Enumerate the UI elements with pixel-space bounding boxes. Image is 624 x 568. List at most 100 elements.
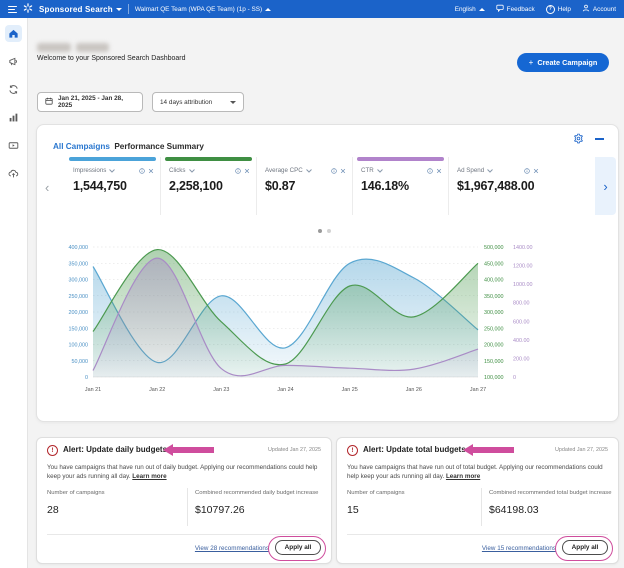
chevron-down-icon[interactable]	[188, 168, 195, 173]
metric-tile-impressions: Impressions 1,544,750	[65, 157, 161, 215]
sidebar-item-reports[interactable]	[5, 109, 22, 126]
carousel-dot-active[interactable]	[318, 229, 322, 233]
info-icon[interactable]	[427, 167, 433, 174]
stat-label: Combined recommended daily budget increa…	[195, 490, 319, 496]
chevron-down-icon[interactable]	[109, 168, 116, 173]
attribution-value: 14 days attribution	[160, 98, 213, 106]
chevron-down-icon	[115, 7, 122, 11]
divider	[481, 488, 482, 526]
account-selector[interactable]: Walmart QE Team (WPA QE Team) (1p - SS)	[135, 6, 272, 13]
svg-text:300,000: 300,000	[69, 278, 89, 284]
svg-text:150,000: 150,000	[69, 326, 89, 332]
stat-value: 28	[47, 504, 59, 516]
stat-label: Combined recommended total budget increa…	[489, 490, 612, 496]
welcome-subtitle: Welcome to your Sponsored Search Dashboa…	[37, 55, 186, 62]
feedback-icon	[496, 4, 504, 14]
account-label: Account	[592, 5, 616, 13]
svg-text:450,000: 450,000	[484, 261, 504, 267]
info-icon[interactable]	[139, 167, 145, 174]
svg-text:Jan 26: Jan 26	[406, 387, 422, 393]
close-icon[interactable]	[533, 168, 539, 174]
menu-icon[interactable]	[8, 5, 17, 13]
metric-value: $0.87	[265, 179, 296, 193]
divider	[127, 4, 129, 14]
help-icon: ?	[545, 4, 555, 14]
tile-accent-bar	[165, 157, 252, 161]
sidebar-item-sync[interactable]	[5, 81, 22, 98]
metric-label: Average CPC	[265, 167, 303, 174]
sidebar-item-media[interactable]	[5, 137, 22, 154]
collapse-minus-icon[interactable]	[595, 138, 604, 140]
alert-body: You have campaigns that have run out of …	[47, 463, 323, 481]
svg-text:1400.00: 1400.00	[513, 245, 533, 251]
close-icon[interactable]	[436, 168, 442, 174]
settings-gear-icon[interactable]	[573, 133, 584, 147]
create-campaign-button[interactable]: + Create Campaign	[517, 53, 609, 72]
svg-text:800.00: 800.00	[513, 301, 530, 307]
info-icon[interactable]	[331, 167, 337, 174]
chevron-down-icon[interactable]	[487, 168, 494, 173]
close-icon[interactable]	[148, 168, 154, 174]
metric-label: Ad Spend	[457, 167, 485, 174]
chevron-down-icon[interactable]	[305, 168, 312, 173]
walmart-spark-icon	[23, 3, 33, 15]
info-icon[interactable]	[524, 167, 530, 174]
close-icon[interactable]	[340, 168, 346, 174]
svg-text:Jan 22: Jan 22	[149, 387, 165, 393]
svg-text:50,000: 50,000	[72, 359, 89, 365]
language-selector[interactable]: English	[455, 6, 485, 13]
divider	[187, 488, 188, 526]
stat-value: $64198.03	[489, 504, 539, 516]
greeting-redacted	[37, 43, 71, 52]
metric-label: CTR	[361, 167, 374, 174]
svg-text:100,000: 100,000	[69, 343, 89, 349]
sidebar-item-home[interactable]	[5, 25, 22, 42]
help-button[interactable]: ? Help	[545, 4, 571, 14]
home-icon	[9, 29, 18, 38]
attribution-dropdown[interactable]: 14 days attribution	[152, 92, 244, 112]
apply-all-button[interactable]: Apply all	[562, 540, 608, 555]
apply-all-button[interactable]: Apply all	[275, 540, 321, 555]
left-sidebar	[0, 18, 28, 568]
alert-updated: Updated Jan 27, 2025	[267, 447, 321, 453]
carousel-left-chevron[interactable]: ‹	[45, 180, 50, 195]
svg-text:Jan 27: Jan 27	[470, 387, 486, 393]
stat-value: 15	[347, 504, 359, 516]
sidebar-item-campaigns[interactable]	[5, 53, 22, 70]
calendar-icon	[45, 97, 53, 107]
carousel-dot[interactable]	[327, 229, 331, 233]
view-recommendations-link[interactable]: View 28 recommendations	[194, 545, 269, 552]
feedback-button[interactable]: Feedback	[496, 4, 535, 14]
help-label: Help	[557, 5, 571, 13]
alert-card-daily-budgets: ! Alert: Update daily budgets Updated Ja…	[36, 437, 332, 564]
feedback-label: Feedback	[506, 5, 535, 13]
alert-updated: Updated Jan 27, 2025	[554, 447, 608, 453]
metric-value: 2,258,100	[169, 179, 223, 193]
sidebar-item-upload[interactable]	[5, 165, 22, 182]
product-switcher[interactable]: Sponsored Search	[39, 5, 122, 14]
date-range-picker[interactable]: Jan 21, 2025 - Jan 28, 2025	[37, 92, 143, 112]
stat-value: $10797.26	[195, 504, 245, 516]
svg-text:Jan 23: Jan 23	[213, 387, 229, 393]
alert-icon: !	[47, 445, 58, 456]
annotation-arrow	[163, 444, 215, 456]
svg-text:Jan 25: Jan 25	[342, 387, 358, 393]
divider	[47, 534, 321, 535]
learn-more-link[interactable]: Learn more	[132, 473, 167, 481]
alert-icon: !	[347, 445, 358, 456]
account-button[interactable]: Account	[582, 4, 616, 14]
carousel-right-strip[interactable]: ›	[595, 157, 616, 215]
metric-label: Impressions	[73, 167, 107, 174]
info-icon[interactable]	[235, 167, 241, 174]
svg-text:1200.00: 1200.00	[513, 264, 533, 270]
performance-chart: 0 50,000 100,000 150,000 200,000 250,000 300,0…	[40, 240, 610, 398]
close-icon[interactable]	[244, 168, 250, 174]
learn-more-link[interactable]: Learn more	[445, 473, 481, 481]
all-campaigns-link[interactable]: All Campaigns	[53, 142, 110, 151]
svg-text:0: 0	[513, 375, 516, 381]
view-recommendations-link[interactable]: View 15 recommendations	[481, 545, 556, 552]
carousel-right-chevron: ›	[603, 178, 608, 194]
chevron-down-icon[interactable]	[376, 168, 383, 173]
svg-text:350,000: 350,000	[69, 261, 89, 267]
